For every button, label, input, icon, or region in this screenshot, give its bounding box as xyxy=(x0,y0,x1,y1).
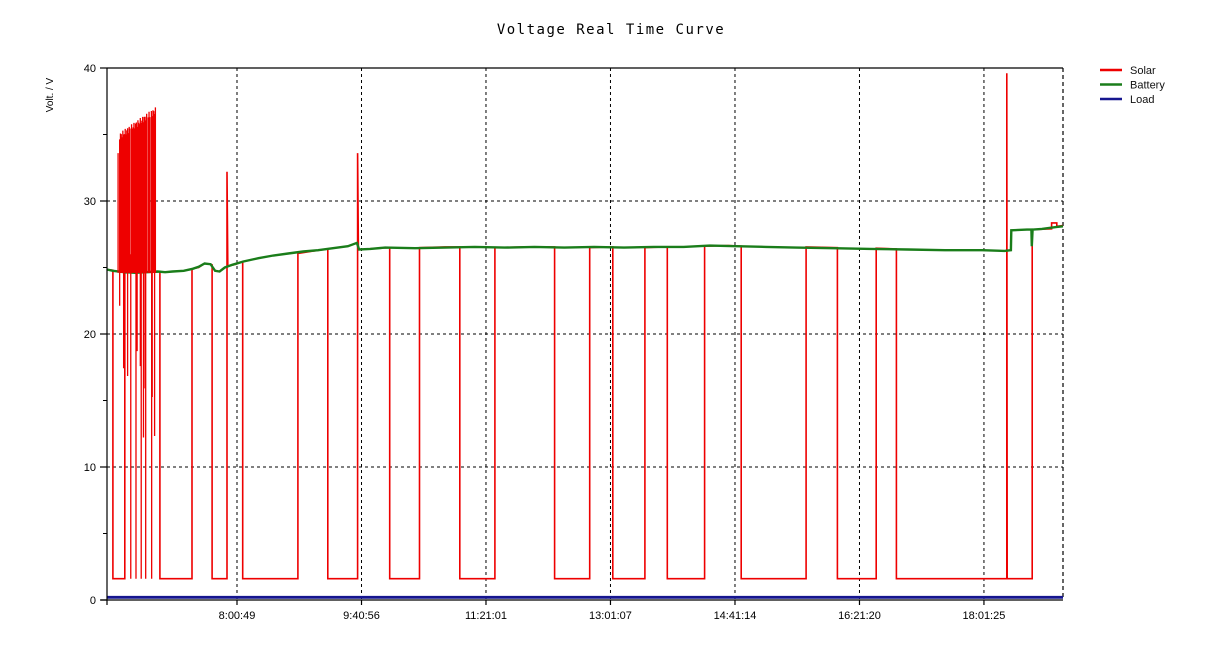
tick-label-layer: 0 10 20 30 40 8:00:49 9:40:56 11:21:01 13:01:07 1… xyxy=(84,63,1006,622)
x-tick-label: 13:01:07 xyxy=(589,610,632,622)
legend-label-load: Load xyxy=(1130,94,1154,106)
axis-layer xyxy=(100,67,1063,605)
y-tick-label: 0 xyxy=(90,595,96,607)
legend-label-battery: Battery xyxy=(1130,80,1165,92)
solar-series-line xyxy=(106,73,1064,580)
chart-title: Voltage Real Time Curve xyxy=(497,22,725,38)
y-tick-label: 30 xyxy=(84,196,96,208)
x-tick-label: 14:41:14 xyxy=(714,610,757,622)
y-axis-title: Volt. / V xyxy=(45,77,56,112)
grid-layer xyxy=(107,68,1064,600)
x-tick-label: 9:40:56 xyxy=(343,610,380,622)
series-layer xyxy=(106,73,1064,599)
y-tick-label: 40 xyxy=(84,63,96,75)
x-tick-label: 8:00:49 xyxy=(219,610,256,622)
y-tick-label: 10 xyxy=(84,462,96,474)
x-tick-label: 16:21:20 xyxy=(838,610,881,622)
x-tick-label: 11:21:01 xyxy=(465,610,507,622)
legend: Solar Battery Load xyxy=(1100,65,1165,106)
y-tick-label: 20 xyxy=(84,329,96,341)
battery-series-line xyxy=(106,225,1064,275)
solar-pwm-noise-block xyxy=(117,107,157,579)
x-tick-label: 18:01:25 xyxy=(963,610,1006,622)
legend-label-solar: Solar xyxy=(1130,65,1156,77)
